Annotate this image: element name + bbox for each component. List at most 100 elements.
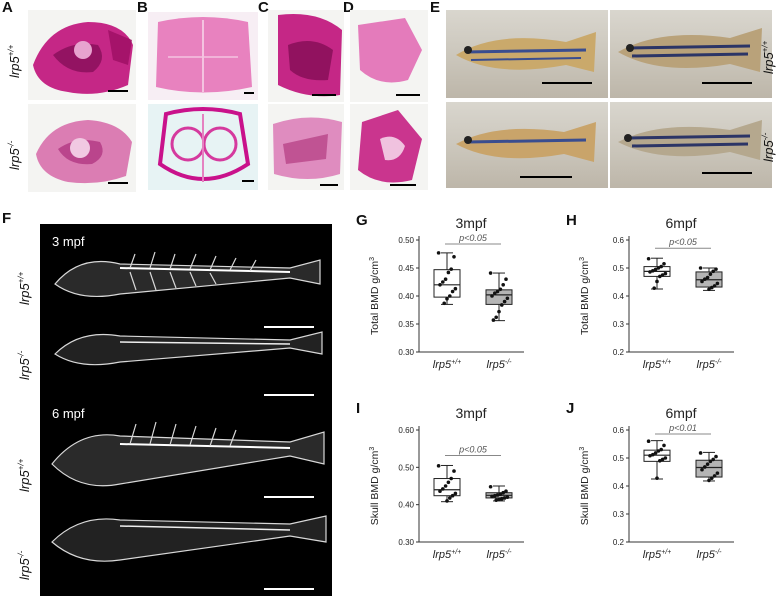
data-point — [708, 459, 713, 464]
data-point — [653, 451, 658, 455]
image-e-ko-fish-1 — [446, 102, 608, 188]
data-point — [438, 283, 442, 287]
data-point — [658, 274, 662, 279]
data-point — [453, 286, 458, 291]
data-point — [498, 287, 503, 292]
y-tick-label: 0.6 — [613, 236, 625, 245]
operculum-illustration — [358, 18, 422, 83]
y-tick-label: 0.3 — [613, 320, 625, 329]
image-a-ko-skull — [28, 104, 136, 192]
panel-letter-h: H — [566, 212, 577, 229]
data-point — [502, 299, 507, 304]
genotype-label-wt-e-right: lrp5+/+ — [760, 40, 776, 74]
scale-bar — [264, 394, 314, 396]
data-point — [452, 255, 456, 259]
image-e-wt-fish-2 — [610, 10, 772, 98]
data-point — [705, 275, 710, 280]
data-point — [703, 277, 707, 281]
p-value-label: p<0.05 — [458, 444, 488, 454]
scale-bar — [242, 180, 254, 182]
scale-bar — [702, 172, 752, 174]
genotype-label-ct-wt-3mpf: lrp5+/+ — [16, 271, 32, 305]
data-point — [494, 498, 498, 502]
zebrafish-illustration — [618, 120, 762, 160]
chart-h-total-bmd-6mpf: 6mpf Total BMD g/cm3 0.2 0.3 0.4 0.5 0.6 lrp5+/… — [579, 215, 734, 371]
data-point — [655, 476, 659, 480]
data-point — [711, 457, 715, 462]
panel-letter-f: F — [2, 210, 12, 227]
data-point — [490, 294, 494, 298]
x-tick-label: lrp5-/- — [487, 359, 513, 371]
zebrafish-illustration — [456, 32, 596, 72]
data-point — [441, 280, 445, 284]
jaw-stain-illustration — [273, 117, 342, 179]
data-point — [495, 493, 500, 497]
y-tick-label: 0.35 — [398, 320, 414, 329]
data-point — [651, 269, 655, 273]
data-point — [698, 266, 703, 270]
y-tick-label: 0.4 — [613, 292, 625, 301]
scale-bar — [108, 90, 128, 92]
data-point — [660, 273, 665, 277]
data-point — [646, 256, 651, 261]
box — [433, 269, 461, 298]
y-axis-label: Skull BMD g/cm3 — [369, 447, 381, 526]
p-value-label: p<0.05 — [458, 233, 488, 243]
jaw-stain-illustration — [278, 14, 342, 97]
panel-letter-e: E — [430, 0, 441, 16]
panel-letter-d: D — [343, 0, 354, 16]
skull-stain-illustration — [33, 22, 133, 94]
image-a-wt-skull — [28, 10, 136, 100]
image-d-wt-operculum — [350, 10, 428, 102]
scale-bar — [542, 82, 592, 84]
x-tick-label: lrp5+/+ — [433, 549, 461, 561]
p-value-label: p<0.05 — [668, 237, 698, 247]
data-point — [663, 271, 668, 276]
y-tick-label: 0.30 — [398, 348, 414, 357]
genotype-label-wt-a: lrp5+/+ — [6, 44, 22, 78]
panel-letter-c: C — [258, 0, 269, 16]
y-tick-label: 0.50 — [398, 463, 414, 472]
data-point — [698, 451, 703, 455]
data-point — [711, 269, 715, 274]
data-point — [495, 289, 500, 294]
image-b-wt-dorsal — [148, 12, 258, 100]
data-point — [715, 471, 720, 475]
y-tick-label: 0.45 — [398, 264, 414, 273]
image-e-ko-fish-2 — [610, 102, 772, 188]
data-point — [497, 309, 501, 314]
data-point — [705, 462, 710, 466]
data-point — [505, 495, 510, 499]
image-c-ko-jaw — [268, 104, 344, 190]
data-point — [436, 464, 441, 468]
panel-letter-a: A — [2, 0, 13, 16]
dorsal-skull-illustration — [157, 107, 251, 182]
skull-stain-illustration — [36, 120, 132, 184]
data-point — [445, 499, 449, 503]
data-point — [446, 270, 451, 275]
x-tick-label: lrp5-/- — [697, 359, 723, 371]
panel-letter-j: J — [566, 400, 575, 417]
y-tick-label: 0.2 — [613, 348, 625, 357]
data-point — [500, 496, 504, 501]
data-point — [659, 447, 663, 452]
data-point — [662, 262, 666, 266]
data-point — [656, 266, 661, 270]
chart-g-total-bmd-3mpf: 3mpf Total BMD g/cm3 0.30 0.35 0.40 0.45 0.50 l… — [369, 215, 524, 371]
image-c-wt-jaw — [268, 10, 344, 102]
chart-title: 6mpf — [665, 215, 696, 231]
data-point — [656, 449, 661, 453]
image-e-wt-fish-1 — [446, 10, 608, 98]
scale-bar — [702, 82, 752, 84]
x-tick-label: lrp5-/- — [487, 549, 513, 561]
data-point — [663, 456, 668, 460]
data-point — [715, 281, 720, 286]
data-point — [449, 476, 453, 481]
chart-title: 3mpf — [455, 215, 486, 231]
data-point — [710, 285, 714, 290]
data-point — [443, 484, 448, 488]
data-point — [450, 493, 455, 498]
data-point — [491, 318, 496, 322]
data-point — [714, 454, 718, 459]
data-point — [505, 296, 510, 301]
